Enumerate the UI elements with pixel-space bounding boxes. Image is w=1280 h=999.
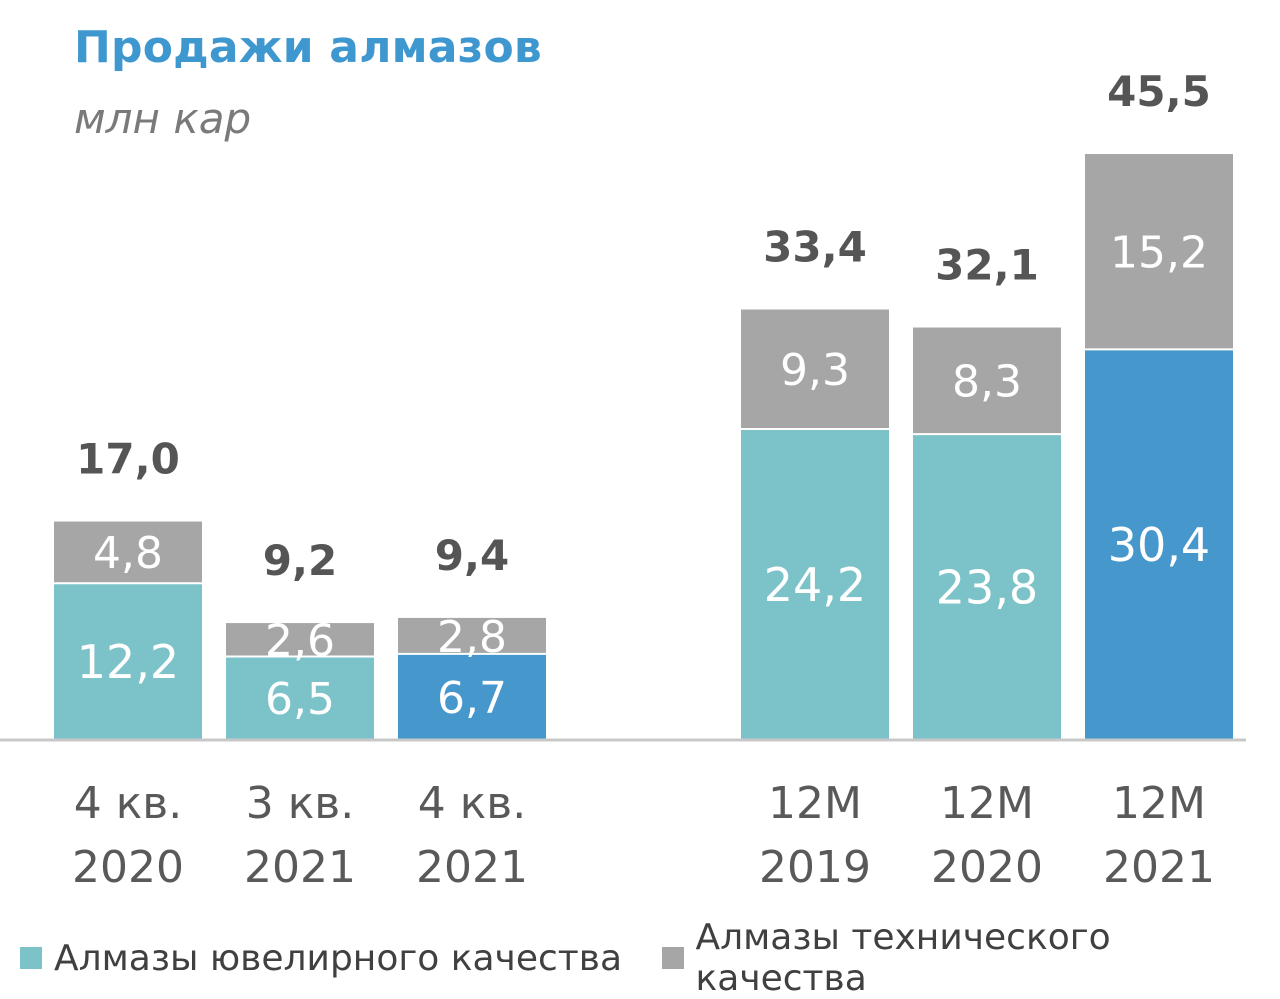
category-label-line1-1: 3 кв. (246, 778, 354, 829)
category-label-line2-4: 2020 (931, 842, 1043, 893)
category-label-line2-1: 2021 (244, 842, 356, 893)
total-label-1: 9,2 (263, 536, 337, 585)
data-label-technical-1: 2,6 (265, 616, 335, 667)
bar-jewelry-2 (398, 653, 546, 740)
bar-jewelry-5 (1085, 349, 1233, 740)
legend-swatch-technical (662, 947, 684, 969)
bar-jewelry-0 (54, 583, 202, 740)
category-label-line2-2: 2021 (416, 842, 528, 893)
legend-label-technical: Алмазы технического качества (695, 917, 1111, 999)
total-label-3: 33,4 (763, 223, 867, 272)
bar-jewelry-4 (913, 434, 1061, 740)
category-label-line1-4: 12М (940, 778, 1034, 829)
category-label-line1-0: 4 кв. (74, 778, 182, 829)
data-label-jewelry-4: 23,8 (936, 561, 1038, 615)
data-label-technical-5: 15,2 (1110, 228, 1208, 279)
category-label-line1-2: 4 кв. (418, 778, 526, 829)
chart-subtitle: млн кар (74, 94, 252, 143)
bar-jewelry-1 (226, 656, 374, 740)
total-label-4: 32,1 (935, 241, 1039, 290)
data-label-jewelry-0: 12,2 (77, 635, 179, 689)
bar-technical-4 (913, 327, 1061, 435)
total-label-0: 17,0 (76, 435, 180, 484)
bar-technical-2 (398, 617, 546, 654)
bar-technical-1 (226, 623, 374, 657)
data-label-technical-3: 9,3 (780, 345, 850, 396)
legend-swatch-jewelry (20, 947, 42, 969)
total-label-5: 45,5 (1107, 67, 1211, 116)
bar-technical-5 (1085, 154, 1233, 350)
data-label-technical-2: 2,8 (437, 612, 507, 663)
data-label-jewelry-5: 30,4 (1108, 518, 1210, 572)
data-label-jewelry-1: 6,5 (265, 674, 335, 725)
chart-title: Продажи алмазов (74, 22, 542, 73)
legend-item-technical: Алмазы технического качества (662, 917, 1280, 999)
bar-technical-3 (741, 309, 889, 430)
category-label-line1-3: 12М (768, 778, 862, 829)
data-label-jewelry-2: 6,7 (437, 673, 507, 724)
legend-item-jewelry: Алмазы ювелирного качества (20, 935, 622, 981)
data-label-technical-4: 8,3 (952, 357, 1022, 408)
category-label-line2-0: 2020 (72, 842, 184, 893)
data-label-jewelry-3: 24,2 (764, 558, 866, 612)
total-label-2: 9,4 (435, 531, 509, 580)
category-label-line2-5: 2021 (1103, 842, 1215, 893)
category-label-line2-3: 2019 (759, 842, 871, 893)
data-label-technical-0: 4,8 (93, 528, 163, 579)
category-label-line1-5: 12М (1112, 778, 1206, 829)
legend-label-jewelry: Алмазы ювелирного качества (54, 937, 623, 979)
bar-technical-0 (54, 521, 202, 584)
bar-jewelry-3 (741, 429, 889, 740)
